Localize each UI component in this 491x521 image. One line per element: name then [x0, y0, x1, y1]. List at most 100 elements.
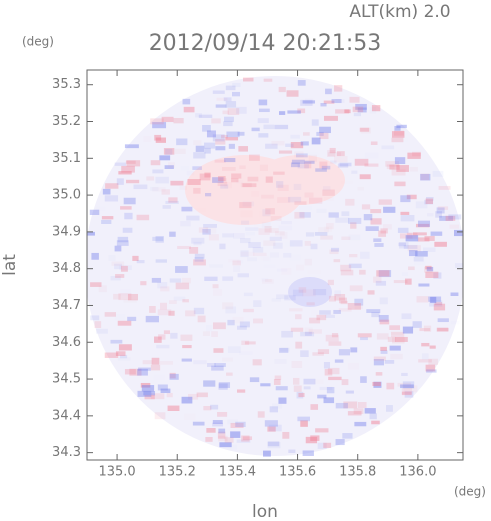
echo-cell — [340, 300, 348, 305]
echo-cell — [384, 359, 395, 364]
echo-cell — [402, 326, 414, 334]
echo-cell — [249, 377, 260, 383]
echo-cell — [425, 271, 439, 278]
echo-cell — [101, 216, 114, 220]
echo-cell — [138, 367, 151, 371]
echo-cell — [239, 237, 251, 244]
echo-cell — [376, 333, 389, 340]
echo-cell — [341, 211, 350, 217]
echo-cell — [376, 270, 390, 277]
echo-cell — [269, 228, 279, 233]
echo-cell — [270, 216, 282, 221]
echo-cell — [155, 176, 169, 184]
echo-cell — [333, 259, 341, 263]
echo-cell — [162, 205, 171, 209]
echo-cell — [403, 244, 418, 249]
echo-cell — [314, 379, 323, 384]
echo-cell — [105, 183, 119, 189]
echo-cell — [262, 209, 271, 217]
echo-cell — [239, 165, 246, 170]
echo-cell — [335, 439, 345, 446]
echo-cell — [317, 394, 327, 399]
echo-cell — [232, 260, 241, 266]
y-tick-label: 35.0 — [52, 188, 81, 203]
echo-cell — [386, 164, 395, 170]
echo-cell — [232, 91, 240, 97]
echo-cell — [350, 347, 358, 353]
echo-cell — [102, 188, 111, 195]
echo-cell — [90, 315, 100, 321]
echo-cell — [348, 217, 362, 224]
echo-cell — [319, 132, 329, 140]
echo-cell — [263, 124, 275, 130]
echo-cell — [119, 354, 128, 359]
echo-cell — [295, 314, 302, 320]
echo-cell — [254, 293, 267, 296]
echo-cell — [331, 333, 339, 338]
echo-cell — [370, 209, 382, 214]
y-tick-label: 34.7 — [52, 298, 81, 313]
echo-cell — [367, 290, 375, 295]
echo-cell — [449, 224, 460, 229]
echo-cell — [274, 375, 282, 380]
echo-cell — [334, 290, 341, 297]
echo-cell — [349, 235, 361, 241]
echo-cell — [155, 259, 167, 263]
echo-cell — [205, 436, 213, 442]
echo-cell — [154, 336, 162, 343]
echo-cell — [399, 242, 409, 249]
echo-cell — [211, 331, 218, 337]
echo-cell — [169, 373, 179, 380]
echo-cell — [359, 269, 366, 275]
echo-cell — [380, 346, 387, 351]
echo-cell — [412, 151, 421, 157]
echo-cell — [227, 108, 240, 115]
echo-cell — [155, 236, 164, 243]
echo-cell — [214, 363, 226, 367]
echo-cell — [413, 256, 424, 262]
echo-cell — [371, 312, 380, 318]
echo-cell — [303, 378, 316, 385]
echo-cell — [390, 353, 403, 360]
echo-cell — [412, 232, 427, 236]
echo-cell — [349, 254, 358, 258]
echo-cell — [268, 424, 282, 432]
echo-cell — [291, 361, 303, 368]
echo-cell — [400, 137, 408, 143]
echo-cell — [258, 99, 268, 106]
echo-cell — [163, 330, 171, 335]
echo-cell — [357, 107, 367, 113]
echo-cell — [225, 101, 237, 108]
echo-cell — [352, 106, 364, 113]
echo-cell — [300, 141, 309, 146]
echo-cell — [329, 249, 339, 255]
echo-cell — [313, 288, 327, 296]
echo-cell — [95, 206, 105, 211]
echo-cell — [357, 333, 372, 338]
echo-cell — [379, 297, 388, 305]
echo-cell — [170, 332, 178, 339]
echo-cell — [450, 292, 459, 297]
echo-cell — [222, 233, 234, 238]
echo-cell — [237, 131, 245, 136]
echo-cell — [126, 160, 141, 167]
echo-cell — [193, 187, 201, 194]
echo-cell — [327, 152, 341, 157]
echo-cell — [227, 319, 235, 326]
echo-cell — [230, 431, 241, 438]
echo-cell — [328, 341, 342, 346]
echo-cell — [228, 143, 235, 149]
altitude-annotation: ALT(km) 2.0 — [349, 2, 450, 22]
echo-cell — [239, 202, 252, 209]
echo-cell — [415, 201, 428, 209]
echo-cell — [223, 97, 232, 102]
echo-cell — [282, 431, 290, 439]
echo-cell — [218, 382, 231, 388]
echo-cell — [90, 282, 102, 287]
echo-cell — [222, 276, 234, 281]
echo-cell — [355, 103, 367, 110]
echo-cell — [240, 220, 250, 225]
echo-cell — [221, 166, 236, 171]
echo-cell — [309, 197, 323, 204]
